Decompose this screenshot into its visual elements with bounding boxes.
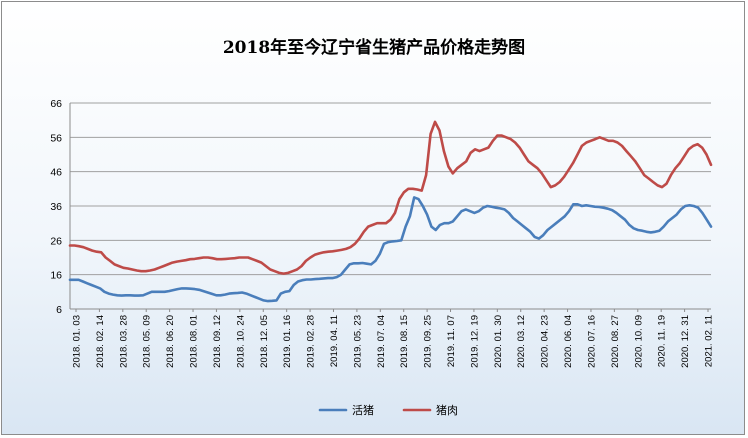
y-tick-label: 46 bbox=[50, 167, 62, 179]
series-line-pork bbox=[68, 120, 713, 275]
y-axis-ticks: 6 16 26 36 46 56 66 bbox=[50, 98, 62, 316]
x-tick-label: 2019. 12. 19 bbox=[469, 315, 480, 368]
x-tick-label: 2018. 05. 09 bbox=[142, 315, 153, 368]
x-tick-label: 2019. 09. 25 bbox=[423, 315, 434, 368]
x-tick-label: 2019. 02. 28 bbox=[306, 315, 317, 368]
y-tick-label: 6 bbox=[56, 304, 62, 316]
chart-title: 2018年至今辽宁省生猪产品价格走势图 bbox=[222, 38, 526, 58]
y-tick-label: 26 bbox=[50, 235, 62, 247]
x-tick-label: 2021. 02. 11 bbox=[704, 315, 715, 367]
x-tick-label: 2020. 03. 12 bbox=[516, 315, 527, 368]
legend-label: 活猪 bbox=[352, 404, 374, 417]
series-line-live-hog bbox=[68, 196, 713, 303]
x-tick-label: 2020. 01. 30 bbox=[493, 315, 504, 368]
x-tick-label: 2019. 01. 16 bbox=[282, 315, 293, 368]
x-tick-label: 2018. 12. 05 bbox=[259, 315, 270, 368]
y-tick-label: 16 bbox=[50, 270, 62, 282]
gridlines bbox=[69, 102, 711, 310]
legend: 活猪 猪肉 bbox=[318, 404, 458, 417]
x-tick-label: 2020. 11. 19 bbox=[657, 315, 668, 367]
x-tick-label: 2020. 07. 16 bbox=[586, 315, 597, 368]
y-tick-label: 56 bbox=[50, 132, 62, 144]
x-tick-label: 2020. 08. 27 bbox=[610, 315, 621, 368]
x-tick-label: 2019. 04. 11 bbox=[329, 315, 340, 367]
x-tick-label: 2018. 10. 24 bbox=[235, 315, 246, 368]
x-tick-label: 2018. 06. 20 bbox=[165, 315, 176, 368]
x-tick-label: 2019. 05. 23 bbox=[352, 315, 363, 368]
x-tick-label: 2018. 01. 03 bbox=[72, 315, 83, 368]
legend-label: 猪肉 bbox=[436, 404, 458, 417]
y-tick-label: 66 bbox=[50, 98, 62, 110]
x-tick-label: 2018. 08. 01 bbox=[189, 315, 200, 368]
x-axis-ticks: 2018. 01. 03 2018. 02. 14 2018. 03. 28 2018… bbox=[72, 309, 715, 368]
y-tick-label: 36 bbox=[50, 201, 62, 213]
x-tick-label: 2019. 11. 07 bbox=[446, 315, 457, 367]
x-tick-label: 2020. 12. 31 bbox=[680, 315, 691, 368]
x-tick-label: 2019. 08. 15 bbox=[399, 315, 410, 368]
series-lines bbox=[68, 120, 713, 303]
x-tick-label: 2020. 04. 23 bbox=[540, 315, 551, 368]
x-tick-label: 2020. 06. 04 bbox=[563, 315, 574, 368]
x-tick-label: 2018. 09. 12 bbox=[212, 315, 223, 368]
x-tick-label: 2018. 03. 28 bbox=[118, 315, 129, 368]
x-tick-label: 2020. 10. 09 bbox=[633, 315, 644, 368]
x-tick-label: 2019. 07. 04 bbox=[376, 315, 387, 368]
x-tick-label: 2018. 02. 14 bbox=[95, 315, 106, 368]
